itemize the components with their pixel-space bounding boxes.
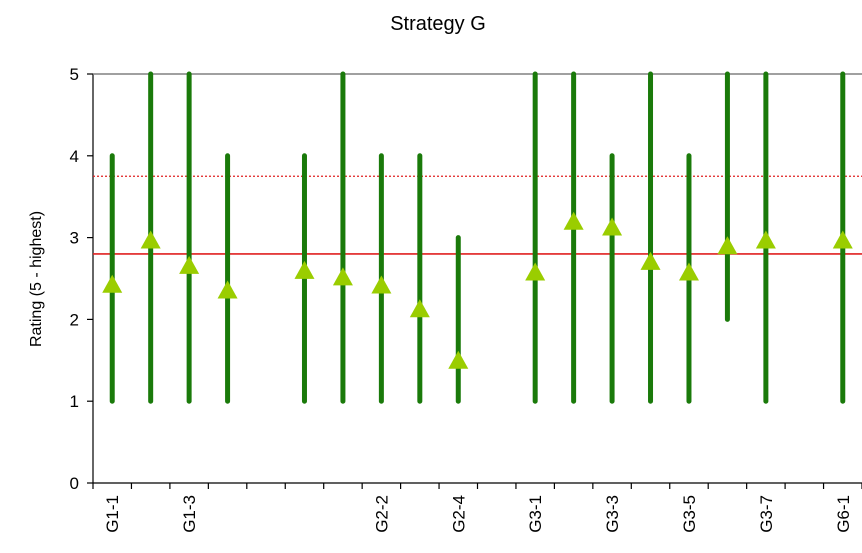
mean-marker bbox=[717, 236, 738, 255]
mean-markers bbox=[102, 211, 853, 369]
y-tick-label: 3 bbox=[70, 229, 79, 248]
y-tick-label: 1 bbox=[70, 392, 79, 411]
y-tick-label: 0 bbox=[70, 474, 79, 493]
mean-marker bbox=[179, 255, 200, 274]
x-tick-label: G2-2 bbox=[372, 495, 391, 533]
y-axis: 0 1 2 3 4 5 bbox=[70, 65, 862, 493]
x-tick-label: G3-3 bbox=[603, 495, 622, 533]
y-tick-label: 5 bbox=[70, 65, 79, 84]
mean-marker bbox=[217, 280, 238, 299]
mean-marker bbox=[102, 274, 123, 293]
x-axis: G1-1 G1-3 G2-2 G2-4 G3-1 G3-3 G3-5 G3-7 G6-1 bbox=[92, 482, 862, 533]
y-tick-label: 2 bbox=[70, 310, 79, 329]
x-tick-label: G3-5 bbox=[680, 495, 699, 533]
y-tick-label: 4 bbox=[70, 147, 79, 166]
x-tick-label: G6-1 bbox=[834, 495, 853, 533]
y-axis-label: Rating (5 - highest) bbox=[28, 211, 45, 347]
x-tick-label: G2-4 bbox=[449, 495, 468, 533]
mean-marker bbox=[678, 262, 699, 281]
mean-marker bbox=[371, 275, 392, 294]
reference-lines bbox=[93, 175, 862, 255]
mean-marker bbox=[448, 350, 469, 369]
mean-marker bbox=[832, 230, 853, 249]
mean-marker bbox=[563, 211, 584, 230]
mean-marker bbox=[640, 251, 661, 270]
chart-title: Strategy G bbox=[390, 13, 486, 35]
mean-marker bbox=[602, 217, 623, 236]
mean-marker bbox=[332, 267, 353, 286]
mean-marker bbox=[525, 262, 546, 281]
x-tick-label: G1-3 bbox=[180, 495, 199, 533]
x-tick-label: G1-1 bbox=[103, 495, 122, 533]
range-bars bbox=[109, 71, 846, 404]
x-tick-label: G3-7 bbox=[757, 495, 776, 533]
mean-marker bbox=[409, 299, 430, 318]
x-tick-label: G3-1 bbox=[526, 495, 545, 533]
mean-marker bbox=[755, 230, 776, 249]
mean-marker bbox=[140, 230, 161, 249]
mean-marker bbox=[294, 260, 315, 279]
